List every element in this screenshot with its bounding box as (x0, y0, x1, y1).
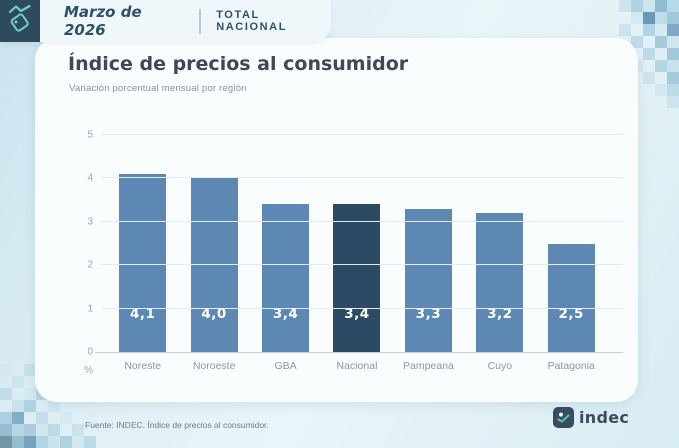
chart-card: Índice de precios al consumidor Variació… (35, 38, 638, 402)
x-axis-labels: Noreste Noroeste GBA Nacional Pampeana Cuyo Pa… (107, 360, 607, 372)
gridline-4 (101, 177, 623, 179)
x-axis-label-cuyo: Cuyo (487, 360, 513, 372)
indec-logo: indec (553, 407, 629, 428)
bar-gba: 3,4 (262, 204, 310, 352)
page-subtitle: Variación porcentual mensual por región (69, 83, 247, 94)
bar-noroeste: 4,0 (190, 178, 238, 352)
bar-pampeana: 3,3 (404, 208, 452, 352)
bar-value-label: 3,3 (415, 306, 442, 322)
bar-column-gba: 3,4 (250, 135, 321, 352)
header-bar: Marzo de 2026 TOTAL NACIONAL (0, 0, 331, 42)
bar-value-label: 3,4 (344, 306, 370, 322)
bar-cuyo: 3,2 (476, 213, 524, 352)
bar-column-patagonia: 2,5 (536, 135, 607, 352)
period-label: Marzo de 2026 (64, 3, 142, 39)
scope-label: TOTAL NACIONAL (216, 9, 288, 33)
x-axis-label-nacional: Nacional (336, 360, 378, 372)
x-axis-label-gba: GBA (274, 360, 297, 372)
y-axis-unit-label: % (84, 365, 93, 376)
gridline-1 (101, 307, 623, 309)
indec-logo-text: indec (579, 408, 630, 427)
bar-column-nacional: 3,4 (321, 135, 392, 352)
y-tick-label-2: 2 (87, 259, 93, 271)
x-axis-label-noreste: Noreste (124, 360, 162, 372)
bar-nacional: 3,4 (333, 204, 381, 352)
gridline-5 (101, 134, 623, 135)
bar-column-noroeste: 4,0 (178, 135, 249, 352)
bar-value-label: 3,2 (487, 306, 513, 322)
y-tick-label-1: 1 (87, 303, 93, 315)
header-icon-box (0, 0, 40, 42)
x-axis-label-patagonia: Patagonia (547, 360, 595, 372)
bar-noreste: 4,1 (119, 174, 167, 352)
x-axis-line (95, 352, 623, 353)
y-tick-label-5: 5 (87, 129, 93, 141)
gridline-2 (101, 264, 623, 266)
bar-value-label: 4,1 (129, 306, 156, 322)
source-note: Fuente: INDEC. Índice de precios al cons… (85, 420, 269, 430)
bar-chart-plot-area: 4,1 4,0 3,4 3,4 3,3 3,2 2,5 % 0 1 2 3 4 5 (84, 130, 623, 376)
bar-column-noreste: 4,1 (107, 135, 178, 352)
indec-logo-icon (553, 407, 574, 428)
bar-patagonia: 2,5 (547, 243, 595, 352)
bar-value-label: 2,5 (558, 306, 584, 322)
x-axis-label-pampeana: Pampeana (403, 360, 454, 372)
bar-column-pampeana: 3,3 (393, 135, 464, 352)
gridline-3 (101, 220, 623, 222)
y-tick-label-0: 0 (87, 346, 93, 358)
bar-value-label: 3,4 (272, 306, 299, 322)
page-title: Índice de precios al consumidor (68, 53, 409, 75)
bars-group: 4,1 4,0 3,4 3,4 3,3 3,2 2,5 (107, 135, 607, 352)
x-axis-label-noroeste: Noroeste (192, 360, 236, 372)
y-tick-label-3: 3 (87, 216, 93, 228)
bar-column-cuyo: 3,2 (464, 135, 535, 352)
bar-value-label: 4,0 (201, 306, 227, 322)
y-tick-label-4: 4 (87, 172, 93, 184)
header-divider (199, 8, 202, 34)
price-tag-trend-icon (7, 3, 33, 40)
